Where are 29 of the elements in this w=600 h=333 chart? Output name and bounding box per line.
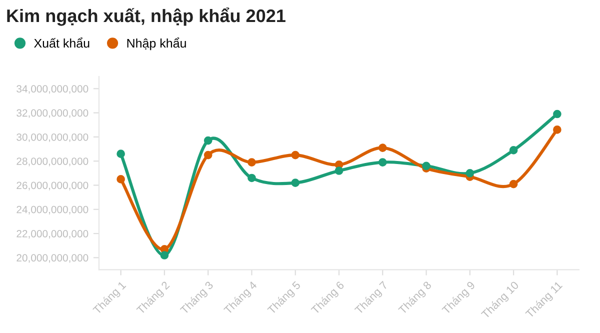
point (248, 174, 256, 182)
point (160, 251, 169, 260)
y-tick-label: 34,000,000,000 (16, 85, 88, 94)
point (116, 175, 125, 184)
y-tick-label: 30,000,000,000 (16, 133, 88, 142)
legend-label: Xuất khẩu (34, 37, 90, 48)
point (509, 180, 518, 188)
point (553, 110, 562, 118)
y-tick-label: 22,000,000,000 (16, 230, 88, 239)
point (378, 158, 387, 166)
point (334, 166, 344, 175)
point (248, 158, 256, 166)
point (422, 162, 430, 170)
point (378, 144, 387, 152)
y-tick-label: 20,000,000,000 (16, 254, 88, 263)
point (204, 150, 212, 160)
y-tick-label: 26,000,000,000 (16, 182, 88, 190)
point (204, 136, 212, 145)
y-tick-label: 32,000,000,000 (16, 109, 88, 118)
y-tick-label: 28,000,000,000 (16, 158, 88, 166)
point (509, 146, 518, 154)
point (553, 126, 562, 134)
chart-title: Kim ngạch xuất, nhập khẩu 2021 (7, 7, 286, 26)
legend-label: Nhập khẩu (127, 37, 186, 50)
point (116, 150, 125, 158)
point (291, 178, 300, 187)
point (291, 150, 300, 160)
y-tick-label: 24,000,000,000 (16, 206, 88, 214)
point (466, 168, 474, 178)
